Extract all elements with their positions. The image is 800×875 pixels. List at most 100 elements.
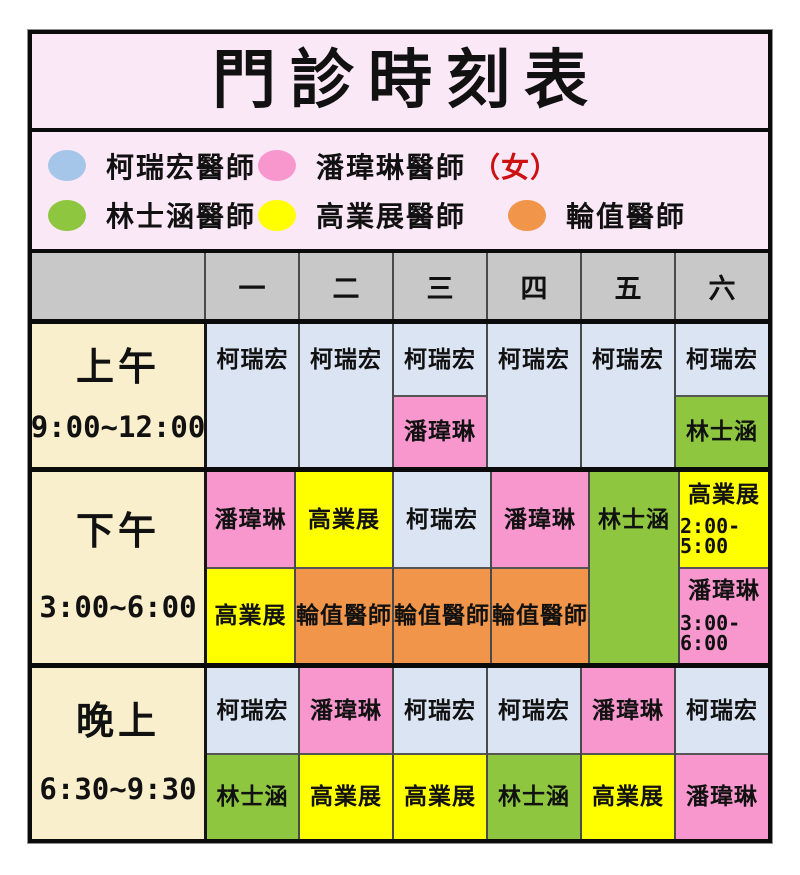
- slot-top: 柯瑞宏: [300, 324, 392, 396]
- period-time: 3:00~6:00: [39, 589, 197, 624]
- slot-bottom: 潘瑋琳: [676, 752, 768, 839]
- slot-bottom: 輪值醫師: [394, 566, 490, 663]
- legend-row-1: 柯瑞宏醫師 潘瑋琳醫師 （女）: [32, 146, 768, 186]
- period-name: 下午: [75, 511, 160, 554]
- schedule-cell-morning-day2: 柯瑞宏: [298, 324, 392, 467]
- doctor-name: 潘瑋琳: [504, 506, 576, 532]
- schedule-cell-morning-day4: 柯瑞宏: [486, 324, 580, 467]
- doctor-name: 潘瑋琳: [310, 697, 382, 723]
- schedule-cell-morning-day1: 柯瑞宏: [204, 324, 298, 467]
- period-time: 6:30~9:30: [39, 772, 197, 807]
- schedule-cell-evening-day4: 柯瑞宏 林士涵: [486, 668, 580, 839]
- legend-item-r2-2: 輪值醫師: [508, 195, 686, 235]
- period-label-cell: 晚上 6:30~9:30: [32, 668, 204, 839]
- slot-bottom: [207, 395, 298, 467]
- schedule-cell-morning-day5: 柯瑞宏: [580, 324, 674, 467]
- schedule-cell-afternoon-day1: 潘瑋琳 高業展: [204, 472, 294, 663]
- schedule-cell-afternoon-day4: 潘瑋琳 輪值醫師: [490, 472, 588, 663]
- slot-top: 柯瑞宏: [207, 668, 298, 753]
- slot-top: 潘瑋琳: [300, 668, 392, 753]
- header-day-1: 一: [204, 253, 298, 319]
- doctor-name: 潘瑋琳: [214, 506, 287, 532]
- schedule-cell-afternoon-day6: 高業展 2:00-5:00 潘瑋琳 3:00-6:00: [678, 472, 768, 663]
- period-time: 9:00~12:00: [30, 409, 206, 444]
- schedule-cell-evening-day2: 潘瑋琳 高業展: [298, 668, 392, 839]
- legend-section: 柯瑞宏醫師 潘瑋琳醫師 （女） 林士涵醫師 高業展醫師 輪值醫師: [32, 132, 768, 253]
- slot-bottom: 林士涵: [207, 752, 298, 839]
- schedule-row-morning: 上午 9:00~12:00 柯瑞宏 柯瑞宏 柯瑞宏 潘瑋琳 柯瑞宏 柯瑞宏 柯瑞宏 林士涵: [30, 324, 768, 472]
- slot-time: 2:00-5:00: [680, 514, 741, 558]
- slot-bottom: 潘瑋琳: [394, 394, 486, 467]
- header-corner-cell: [32, 253, 204, 319]
- doctor-name: 柯瑞宏: [498, 347, 570, 373]
- yellow-dot: [258, 199, 296, 231]
- doctor-name: 輪值醫師: [394, 603, 490, 629]
- orange-dot: [508, 199, 546, 231]
- slot-bottom: 高業展: [394, 752, 486, 839]
- doctor-name: 潘瑋琳: [686, 784, 758, 810]
- slot-top: 柯瑞宏: [394, 472, 490, 567]
- doctor-name: 高業展: [592, 784, 664, 810]
- header-day-2: 二: [298, 253, 392, 319]
- slot-bottom: 潘瑋琳 3:00-6:00: [680, 566, 768, 663]
- schedule-cell-afternoon-day2: 高業展 輪值醫師: [294, 472, 392, 663]
- period-label-cell: 下午 3:00~6:00: [32, 472, 204, 663]
- slot-bottom: [590, 567, 678, 663]
- schedule-cell-evening-day1: 柯瑞宏 林士涵: [204, 668, 298, 839]
- blue-dot: [48, 150, 86, 182]
- doctor-name: 柯瑞宏: [406, 506, 478, 532]
- slot-bottom: 輪值醫師: [492, 566, 588, 663]
- title-section: 門診時刻表: [32, 34, 768, 132]
- doctor-name: 柯瑞宏: [310, 347, 382, 373]
- header-day-5: 五: [580, 253, 674, 319]
- legend-doctor-name: 柯瑞宏醫師: [106, 152, 257, 184]
- doctor-name: 輪值醫師: [296, 603, 392, 629]
- header-day-6: 六: [674, 253, 768, 319]
- legend-doctor-name: 潘瑋琳醫師: [316, 152, 467, 184]
- pink-dot: [258, 150, 296, 182]
- slot-top: 林士涵: [590, 472, 678, 568]
- doctor-name: 柯瑞宏: [404, 346, 476, 372]
- schedule-cell-morning-day3: 柯瑞宏 潘瑋琳: [392, 324, 486, 467]
- doctor-name: 柯瑞宏: [686, 346, 758, 372]
- slot-top: 柯瑞宏: [394, 324, 486, 395]
- doctor-name: 林士涵: [686, 419, 758, 445]
- slot-top: 潘瑋琳: [582, 668, 674, 753]
- slot-top: 潘瑋琳: [207, 472, 294, 567]
- doctor-name: 柯瑞宏: [498, 697, 570, 723]
- doctor-name: 高業展: [310, 784, 382, 810]
- legend-item-r2-1: 高業展醫師: [258, 195, 508, 235]
- legend-gender-note: （女）: [472, 152, 560, 184]
- slot-bottom: 高業展: [207, 566, 294, 663]
- slot-top: 柯瑞宏: [676, 324, 768, 395]
- header-day-3: 三: [392, 253, 486, 319]
- slot-time: 3:00-6:00: [680, 610, 741, 655]
- slot-bottom: 林士涵: [488, 752, 580, 839]
- slot-top: 柯瑞宏: [676, 668, 768, 753]
- slot-top: 柯瑞宏: [394, 668, 486, 753]
- slot-bottom: [488, 395, 580, 467]
- doctor-name: 潘瑋琳: [592, 697, 664, 723]
- doctor-name: 柯瑞宏: [592, 347, 664, 373]
- doctor-name: 林士涵: [498, 784, 570, 810]
- schedule-cell-afternoon-day5: 林士涵: [588, 472, 678, 663]
- doctor-name: 輪值醫師: [492, 603, 588, 629]
- slot-bottom: 輪值醫師: [296, 566, 392, 663]
- doctor-name: 柯瑞宏: [216, 347, 289, 373]
- period-label-cell: 上午 9:00~12:00: [30, 324, 206, 467]
- header-day-4: 四: [486, 253, 580, 319]
- doctor-name: 潘瑋琳: [404, 419, 476, 445]
- slot-top: 潘瑋琳: [492, 472, 588, 567]
- legend-doctor-name: 高業展醫師: [316, 202, 467, 234]
- slot-bottom: 林士涵: [676, 394, 768, 467]
- doctor-name: 林士涵: [598, 507, 670, 533]
- slot-bottom: 高業展: [582, 752, 674, 839]
- schedule-row-afternoon: 下午 3:00~6:00 潘瑋琳 高業展 高業展 輪值醫師 柯瑞宏 輪值醫師 潘瑋琳 輪值醫師 林士…: [32, 472, 768, 668]
- legend-doctor-name: 輪值醫師: [566, 202, 687, 234]
- legend-doctor-name: 林士涵醫師: [106, 202, 257, 234]
- doctor-name: 林士涵: [216, 784, 289, 810]
- page-title: 門診時刻表: [212, 45, 602, 116]
- legend-row-2: 林士涵醫師 高業展醫師 輪值醫師: [32, 195, 768, 235]
- slot-bottom: [582, 395, 674, 467]
- slot-top: 高業展 2:00-5:00: [680, 472, 768, 567]
